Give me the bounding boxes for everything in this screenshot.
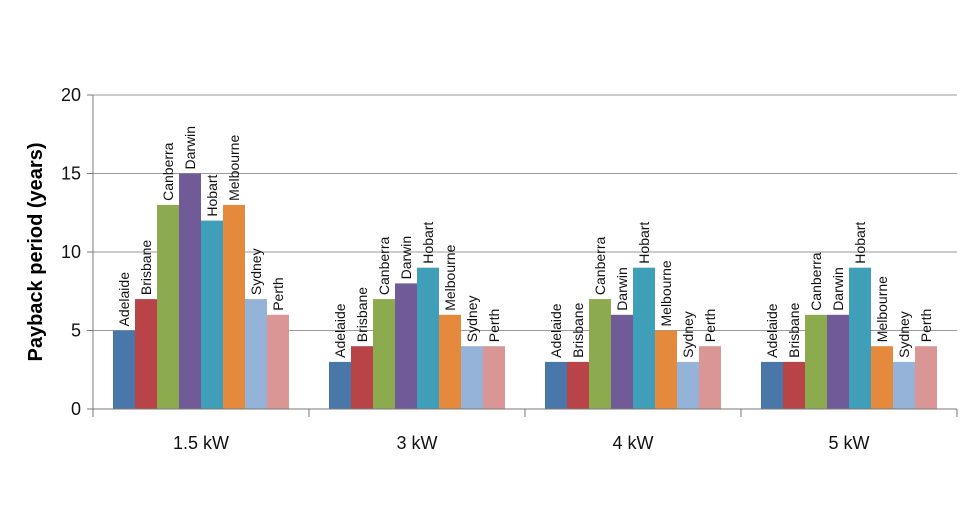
bar-city-label: Hobart: [420, 222, 436, 264]
bar-city-label: Adelaide: [116, 272, 132, 327]
bar: [893, 361, 915, 409]
category-label: 4 kW: [612, 433, 653, 453]
bar: [245, 299, 267, 409]
bar-city-label: Brisbane: [570, 302, 586, 357]
bar-city-label: Sydney: [464, 295, 480, 342]
bar-city-label: Canberra: [160, 142, 176, 201]
bar-city-label: Sydney: [680, 311, 696, 358]
bar: [567, 361, 589, 409]
bar-city-label: Darwin: [182, 126, 198, 170]
bar: [135, 299, 157, 409]
y-tick-label: 20: [61, 85, 81, 105]
bar: [113, 330, 135, 409]
bar: [761, 361, 783, 409]
bar: [373, 299, 395, 409]
category-label: 3 kW: [396, 433, 437, 453]
bar-city-label: Melbourne: [442, 244, 458, 310]
bar-labels: Adelaide Brisbane Canberra Darwin Hobart Melb…: [116, 126, 934, 358]
bar: [417, 267, 439, 409]
bar: [589, 299, 611, 409]
bar-city-label: Melbourne: [658, 260, 674, 326]
bar: [633, 267, 655, 409]
bar-city-label: Hobart: [852, 222, 868, 264]
bar-city-label: Perth: [702, 309, 718, 342]
bar-city-label: Hobart: [636, 222, 652, 264]
bar-city-label: Canberra: [592, 237, 608, 296]
bar-city-label: Perth: [918, 309, 934, 342]
bar: [783, 361, 805, 409]
bar-city-label: Darwin: [614, 267, 630, 311]
bar: [655, 330, 677, 409]
bar: [351, 346, 373, 409]
bar-city-label: Brisbane: [138, 240, 154, 295]
bar-city-label: Darwin: [398, 236, 414, 280]
bar: [915, 346, 937, 409]
bar: [805, 314, 827, 409]
bar: [677, 361, 699, 409]
bar: [545, 361, 567, 409]
bar: [395, 283, 417, 409]
bar: [461, 346, 483, 409]
bar-city-label: Brisbane: [786, 302, 802, 357]
bar-city-label: Canberra: [808, 252, 824, 311]
bar: [871, 346, 893, 409]
category-label: 1.5 kW: [173, 433, 229, 453]
bar: [483, 346, 505, 409]
y-tick-label: 15: [61, 164, 81, 184]
y-tick-label: 10: [61, 242, 81, 262]
category-labels: 1.5 kW 3 kW 4 kW 5 kW: [173, 433, 870, 453]
y-axis-ticks: 0 5 10 15 20: [61, 85, 93, 419]
bar-city-label: Melbourne: [226, 135, 242, 201]
bar-city-label: Darwin: [830, 267, 846, 311]
y-tick-label: 5: [71, 321, 81, 341]
bar-city-label: Canberra: [376, 237, 392, 296]
y-tick-label: 0: [71, 399, 81, 419]
category-label: 5 kW: [828, 433, 869, 453]
bar: [611, 314, 633, 409]
axes: [92, 95, 958, 417]
bar: [179, 173, 201, 409]
bar-city-label: Melbourne: [874, 276, 890, 342]
bar-city-label: Adelaide: [548, 303, 564, 358]
bar-city-label: Perth: [486, 309, 502, 342]
bar: [439, 314, 461, 409]
bar: [329, 361, 351, 409]
bar: [699, 346, 721, 409]
bar: [223, 204, 245, 409]
bar-city-label: Adelaide: [764, 303, 780, 358]
bar: [157, 204, 179, 409]
bar-city-label: Perth: [270, 277, 286, 310]
bar-city-label: Sydney: [248, 248, 264, 295]
bar-city-label: Adelaide: [332, 303, 348, 358]
bar: [267, 314, 289, 409]
y-axis-title: Payback period (years): [25, 143, 47, 362]
bars: [113, 173, 937, 409]
bar-city-label: Sydney: [896, 311, 912, 358]
bar-city-label: Hobart: [204, 174, 220, 216]
bar: [201, 220, 223, 409]
bar: [849, 267, 871, 409]
bar: [827, 314, 849, 409]
bar-city-label: Brisbane: [354, 287, 370, 342]
